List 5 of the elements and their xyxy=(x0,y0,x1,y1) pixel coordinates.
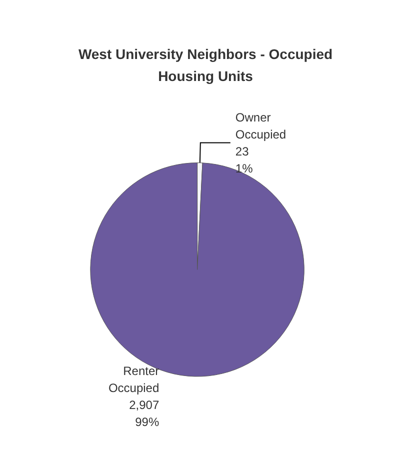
data-label: 23 1% xyxy=(235,144,254,176)
slice-label: Owner Occupied xyxy=(235,110,286,142)
data-label: 2,907 99% xyxy=(129,398,160,429)
slice-label: Renter Occupied xyxy=(108,364,160,395)
chart-title: West University Neighbors - Occupied Housing Units xyxy=(78,46,333,84)
